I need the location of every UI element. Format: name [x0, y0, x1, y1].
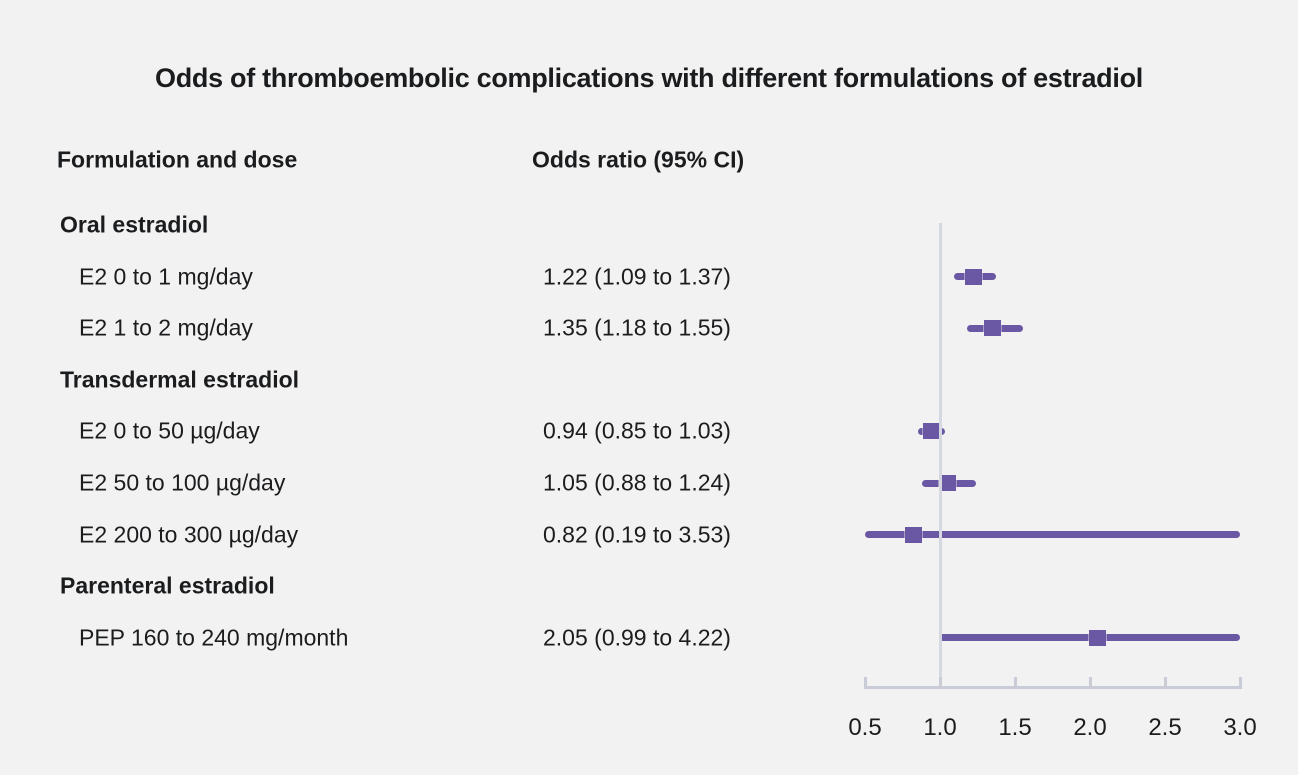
point-estimate-marker: [939, 475, 956, 491]
item-label: E2 0 to 1 mg/day: [79, 263, 253, 290]
point-estimate-marker: [922, 423, 940, 440]
x-axis-tick: [1238, 677, 1242, 688]
group-label: Oral estradiol: [60, 211, 209, 238]
odds-ratio-value: 0.82 (0.19 to 3.53): [543, 521, 731, 548]
item-label: E2 0 to 50 µg/day: [79, 417, 260, 444]
odds-ratio-value: 1.22 (1.09 to 1.37): [543, 263, 731, 290]
odds-ratio-value: 1.35 (1.18 to 1.55): [543, 314, 731, 341]
x-axis-tick-label: 2.5: [1148, 714, 1182, 741]
x-axis-line: [863, 686, 1242, 689]
x-axis-tick-label: 3.0: [1223, 714, 1257, 741]
odds-ratio-value: 1.05 (0.88 to 1.24): [543, 469, 731, 496]
point-estimate-marker: [984, 320, 1001, 337]
reference-line: [938, 223, 942, 688]
x-axis-tick: [1088, 677, 1092, 688]
confidence-interval-line: [865, 531, 1240, 539]
x-axis-tick: [1163, 677, 1167, 688]
item-label: E2 50 to 100 µg/day: [79, 469, 286, 496]
x-axis-tick: [863, 677, 867, 688]
x-axis-tick-label: 0.5: [848, 714, 882, 741]
group-label: Transdermal estradiol: [60, 366, 300, 393]
x-axis-tick-label: 1.5: [998, 714, 1032, 741]
odds-ratio-value: 0.94 (0.85 to 1.03): [543, 417, 731, 444]
point-estimate-marker: [1089, 629, 1106, 646]
point-estimate-marker: [904, 526, 922, 543]
chart-title: Odds of thromboembolic complications wit…: [155, 63, 1143, 93]
item-label: E2 1 to 2 mg/day: [79, 314, 253, 341]
item-label: PEP 160 to 240 mg/month: [79, 624, 349, 651]
point-estimate-marker: [964, 268, 982, 285]
odds-ratio-value: 2.05 (0.99 to 4.22): [543, 624, 731, 651]
x-axis-tick: [938, 677, 942, 688]
item-label: E2 200 to 300 µg/day: [79, 521, 299, 548]
column-header-formulation: Formulation and dose: [57, 146, 298, 173]
x-axis-tick: [1013, 677, 1017, 688]
x-axis-tick-label: 2.0: [1073, 714, 1107, 741]
x-axis-tick-label: 1.0: [923, 714, 957, 741]
group-label: Parenteral estradiol: [60, 572, 275, 599]
column-header-odds-ratio: Odds ratio (95% CI): [532, 146, 745, 173]
